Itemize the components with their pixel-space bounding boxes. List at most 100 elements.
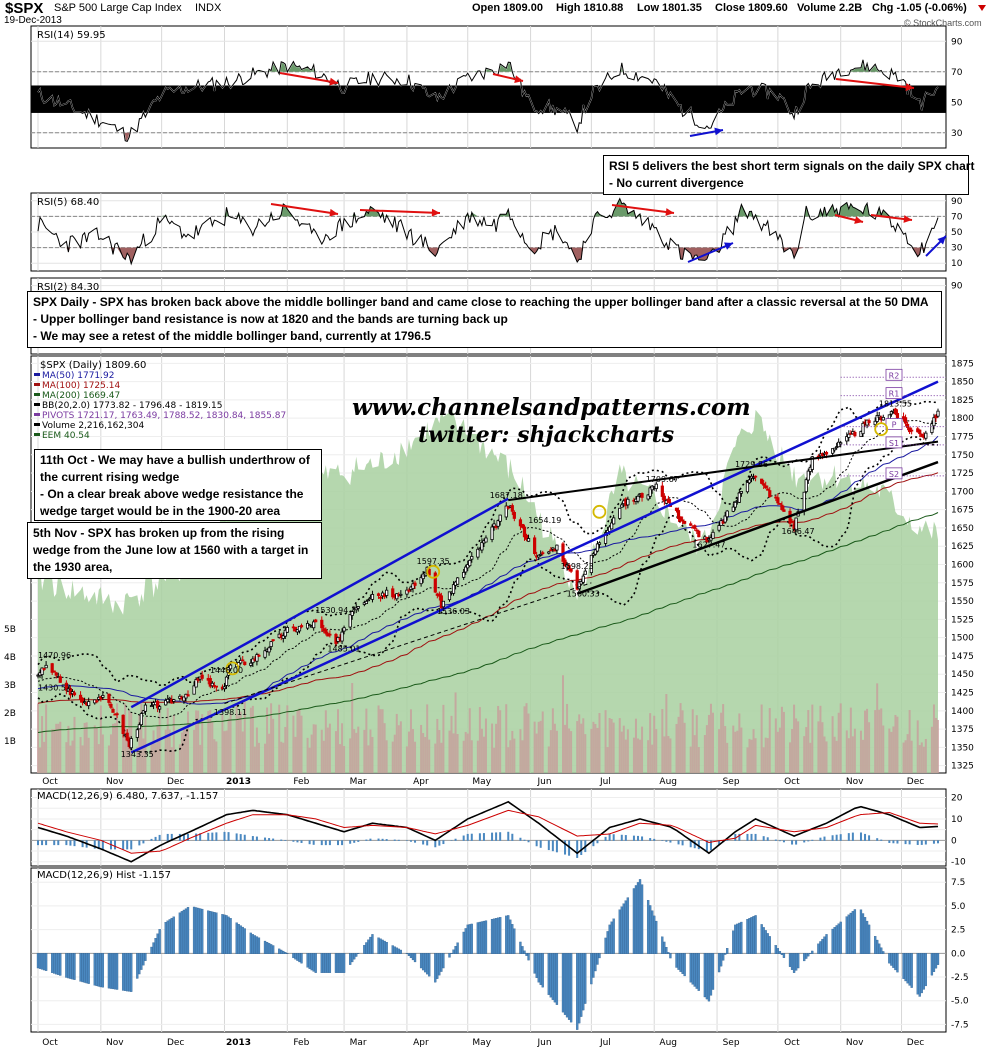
hist-bar [69, 953, 72, 979]
candle-body [932, 417, 936, 427]
y-tick-label: 50 [951, 98, 963, 108]
hist-bar [653, 915, 656, 954]
volume-bar [626, 729, 629, 773]
candle-body [354, 607, 358, 611]
candle-body [711, 531, 715, 539]
hist-bar [754, 915, 757, 954]
hist-bar [213, 912, 216, 954]
price-label: 1709.67 [646, 475, 679, 484]
volume-bar [551, 708, 554, 773]
pivot-label-box [885, 418, 903, 430]
volume-bar [383, 723, 386, 773]
volume-bar [732, 725, 735, 773]
macd-hist-bar [596, 840, 599, 844]
volume-bar [324, 710, 327, 773]
macd-hist-bar [568, 840, 571, 856]
hist-bar [492, 918, 496, 954]
price-label: 1560.33 [567, 590, 600, 599]
hist-bar [578, 953, 581, 1024]
hist-bar [225, 915, 228, 954]
hist-bar [880, 947, 883, 954]
candle-body [810, 456, 814, 470]
hist-bar [419, 953, 423, 969]
candle-body [903, 417, 908, 424]
chart-date: 19-Dec-2013 [4, 15, 62, 26]
y-tick-label: 0 [951, 836, 957, 846]
hist-bar [610, 921, 613, 954]
y-tick-label: 1550 [951, 597, 974, 607]
candle-body [143, 704, 148, 712]
candle-body [782, 509, 786, 512]
hist-bar [320, 953, 323, 973]
hist-bar [811, 950, 814, 954]
hist-bar [535, 953, 538, 978]
volume-bar [197, 710, 200, 773]
macd-hist-bar [405, 840, 408, 841]
hist-bar [168, 919, 171, 954]
candle-body [760, 478, 764, 484]
candle-body [695, 529, 699, 532]
candle-body [411, 583, 415, 590]
volume-bar [99, 705, 102, 773]
hist-bar [819, 941, 822, 954]
candle-body [257, 654, 261, 657]
volume-bar [920, 742, 923, 773]
x-tick-label: Nov [106, 1038, 124, 1048]
candle-body [364, 600, 368, 605]
hist-bar [36, 953, 40, 969]
hist-bar [918, 953, 921, 997]
price-label: 1729.86 [735, 460, 768, 469]
legend-entry: MA(200) 1669.47 [42, 391, 120, 401]
candle-body [936, 410, 940, 417]
volume-bar [55, 723, 58, 773]
macd-hist-bar [511, 833, 514, 841]
candle-body [58, 676, 62, 683]
hist-bar [608, 924, 611, 954]
volume-bar [509, 740, 512, 773]
hist-bar [494, 918, 498, 954]
hist-bar [768, 936, 771, 954]
macd-hist-bar [738, 833, 741, 841]
volume-bar [620, 731, 623, 773]
macd-hist-bar [580, 840, 583, 856]
volume-bar [681, 710, 684, 773]
volume-bar [864, 710, 867, 773]
hist-bar [916, 953, 919, 995]
x-tick-label: Jul [599, 1038, 611, 1048]
volume-bar [193, 729, 196, 773]
candle-body [441, 600, 446, 608]
hist-bar [511, 924, 514, 954]
hist-bar [496, 917, 500, 954]
nov-note-line: the 1930 area, [33, 560, 113, 574]
candle-body [593, 549, 598, 555]
volume-bar [835, 740, 838, 773]
candle-body [747, 479, 752, 484]
candle-body [376, 593, 381, 596]
macd-hist-bar [320, 840, 323, 846]
pivot-label-box [885, 387, 903, 400]
volume-bar [71, 740, 74, 773]
volume-bar [182, 728, 185, 773]
volume-bar [83, 722, 86, 773]
hist-bar [349, 953, 352, 965]
candle-body [168, 697, 172, 700]
volume-bar [584, 734, 587, 773]
volume-bar [669, 738, 672, 773]
volume-bar [853, 728, 856, 773]
macd-hist-title: MACD(12,26,9) Hist -1.157 [37, 870, 171, 881]
hist-bar [383, 940, 386, 954]
candle-body [776, 497, 780, 504]
hist-bar [697, 953, 700, 991]
candle-body [824, 451, 829, 455]
candle-body [44, 664, 48, 669]
candle-body [597, 542, 602, 545]
macd-hist-bar [442, 840, 445, 845]
y-tick-label: 1775 [951, 432, 974, 442]
hist-bar [874, 936, 877, 954]
volume-bar [641, 726, 644, 773]
macd-hist-bar [782, 840, 785, 843]
macd-hist-bar [199, 833, 202, 841]
candle-body [87, 701, 91, 707]
channel-lower-line [130, 380, 939, 754]
candle-body [464, 566, 468, 573]
